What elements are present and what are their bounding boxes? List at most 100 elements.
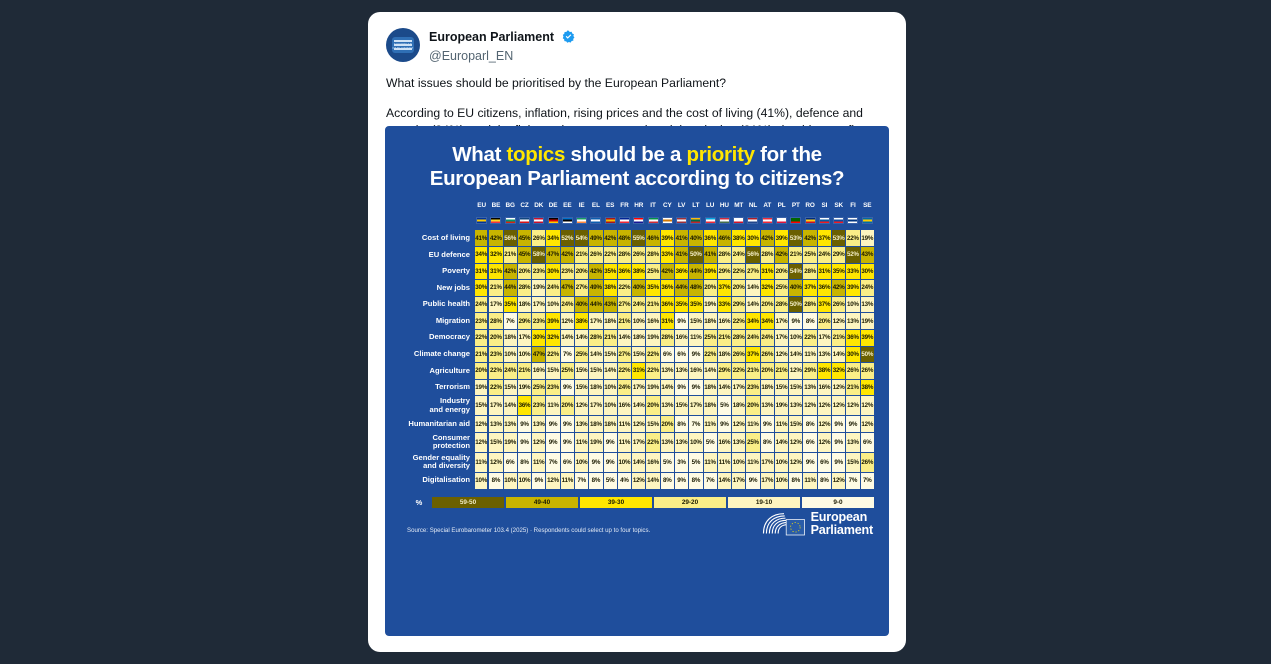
heatmap-cell: 36% [517,396,532,416]
heatmap-cell: 9% [846,416,860,432]
heatmap-cell: 18% [632,329,646,346]
heatmap-cell: 36% [846,329,860,346]
european-parliament-avatar[interactable]: EUROPEAN PARLIAMENT [386,28,420,62]
heatmap-cell: 58% [532,246,546,263]
title-highlight-priority: priority [686,143,755,166]
heatmap-cell: 24% [760,329,774,346]
heatmap-cell: 14% [746,296,760,313]
heatmap-cell: 50% [689,246,703,263]
heatmap-row: Consumer protection 12% 15% 19% 9% 12% 9% 9% 11% 1… [400,432,874,452]
heatmap-cell: 12% [475,432,489,452]
flag-swatch [604,216,616,224]
heatmap-cell: 29% [517,313,532,329]
heatmap-cell: 29% [717,363,732,379]
flag-swatch [576,216,588,224]
country-flag-el-icon [589,211,602,229]
heatmap-cell: 28% [803,263,817,280]
heatmap-cell: 14% [774,432,789,452]
country-flag-es-icon [604,211,617,229]
heatmap-cell: 26% [632,246,646,263]
legend-percent-label: % [415,497,423,507]
account-display-name[interactable]: European Parliament [429,30,555,45]
heatmap-cell: 48% [689,280,703,296]
source-note: Source: Special Eurobarometer 103.4 (202… [407,526,651,534]
heatmap-cell: 19% [646,379,660,396]
heatmap-cell: 22% [546,346,560,363]
heatmap-row: Gender equality and diversity 11% 12% 6% 8% 11… [400,452,874,472]
ep-logo-text: European Parliament [811,510,874,537]
heatmap-cell: 14% [832,346,846,363]
heatmap-cell: 22% [617,363,632,379]
heatmap-cell: 13% [789,396,803,416]
heatmap-cell: 28% [803,296,817,313]
heatmap-cell: 9% [832,452,846,472]
heatmap-cell: 13% [503,416,517,432]
heatmap-cell: 21% [774,363,789,379]
heatmap-cell: 22% [646,363,660,379]
country-code-lu: LU [705,202,715,210]
heatmap-cell: 19% [532,280,546,296]
heatmap-cell: 27% [574,280,589,296]
heatmap-row: EU defence 34% 32% 21% 45% 58% 47% 42% 21% 26% 22%… [400,246,874,263]
heatmap-row: Industry and energy 15% 17% 14% 36% 23% 11% 20% 1… [400,396,874,416]
heatmap-cell: 14% [660,379,674,396]
heatmap-cell: 28% [489,313,503,329]
heatmap-cell: 12% [789,432,803,452]
heatmap-cell: 39% [846,280,860,296]
legend-swatch-9-0: 9-0 [801,495,875,509]
heatmap-cell: 10% [632,313,646,329]
heatmap-cell: 46% [717,230,732,246]
heatmap-cell: 28% [760,246,774,263]
heatmap-cell: 37% [803,280,817,296]
infographic-image[interactable]: What topics should be a priority for the… [385,126,889,636]
heatmap-cell: 9% [603,432,617,452]
country-code-ie: IE [578,202,585,210]
heatmap-cell: 8% [517,452,532,472]
heatmap-cell: 56% [503,230,517,246]
heatmap-cell: 9% [546,432,560,452]
row-label-humanitarian-aid: Humanitarian aid [408,418,470,428]
flag-swatch [518,216,530,224]
heatmap-cell: 35% [646,280,660,296]
heatmap-cell: 15% [846,452,860,472]
heatmap-cell: 34% [760,313,774,329]
heatmap-cell: 10% [732,452,746,472]
heatmap-cell: 24% [475,296,489,313]
heatmap-cell: 9% [832,432,846,452]
heatmap-cell: 28% [517,280,532,296]
country-flag-fi-icon [846,211,859,229]
heatmap-cell: 28% [617,246,632,263]
heatmap-cell: 11% [703,416,717,432]
heatmap-cell: 13% [674,432,689,452]
heatmap-cell: 42% [832,280,846,296]
heatmap-cell: 42% [489,230,503,246]
heatmap-cell: 12% [532,432,546,452]
account-handle[interactable]: @Europarl_EN [429,48,514,63]
heatmap-cell: 11% [689,329,703,346]
heatmap-cell: 20% [574,263,589,280]
heatmap-cell: 21% [503,246,517,263]
country-flag-dk-icon [532,211,545,229]
flag-swatch [590,216,602,224]
heatmap-cell: 33% [717,296,732,313]
heatmap-cell: 17% [532,296,546,313]
heatmap-cell: 20% [560,396,574,416]
country-flag-pl-icon [775,211,788,229]
heatmap-cell: 6% [660,346,674,363]
heatmap-row: Agriculture 20% 22% 24% 21% 16% 15% 25% 15% 15% 14… [400,363,874,379]
heatmap-cell: 9% [560,432,574,452]
row-label-public-health: Public health [422,299,470,309]
heatmap-cell: 52% [560,230,574,246]
heatmap-cell: 15% [574,363,589,379]
country-code-fr: FR [620,202,629,210]
flag-swatch [804,216,816,224]
heatmap-cell: 21% [603,329,617,346]
heatmap-cell: 26% [860,363,874,379]
heatmap-cell: 14% [717,379,732,396]
heatmap-cell: 11% [546,396,560,416]
heatmap-cell: 17% [589,396,603,416]
title-part-2: should be a [565,143,687,166]
heatmap-cell: 12% [817,396,832,416]
heatmap-cell: 21% [717,329,732,346]
flag-swatch [747,216,759,224]
